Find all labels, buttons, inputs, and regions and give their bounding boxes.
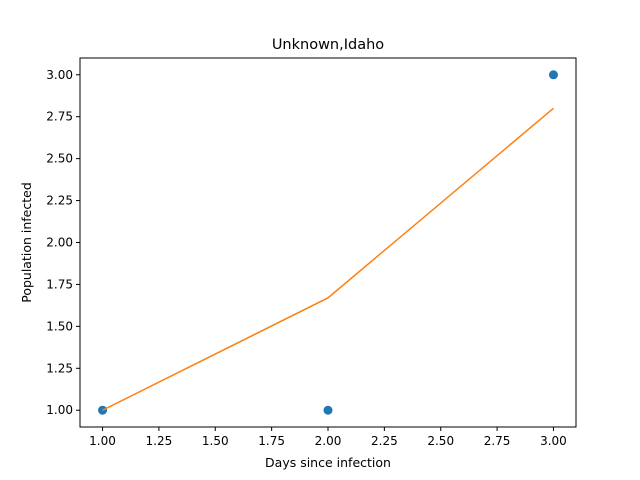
x-tick-label: 1.00 — [89, 434, 116, 448]
x-tick-label: 1.50 — [202, 434, 229, 448]
y-axis-label: Population infected — [19, 182, 34, 303]
x-axis-label: Days since infection — [265, 455, 391, 470]
x-tick-label: 2.75 — [484, 434, 511, 448]
y-tick-label: 3.00 — [46, 68, 73, 82]
x-tick-label: 2.25 — [371, 434, 398, 448]
y-tick-label: 1.25 — [46, 361, 73, 375]
x-tick-label: 3.00 — [540, 434, 567, 448]
x-tick-label: 1.25 — [146, 434, 173, 448]
x-tick-label: 2.00 — [315, 434, 342, 448]
series-layer — [98, 70, 558, 415]
data-point — [323, 405, 333, 415]
y-tick-label: 2.25 — [46, 194, 73, 208]
ticks: 1.00 1.25 1.50 1.75 2.00 2.25 2.50 2.75 3.00 1.00… — [46, 68, 567, 448]
y-tick-label: 1.00 — [46, 403, 73, 417]
y-tick-label: 2.50 — [46, 152, 73, 166]
y-tick-label: 1.75 — [46, 277, 73, 291]
x-tick-label: 2.50 — [427, 434, 454, 448]
chart-title: Unknown,Idaho — [272, 37, 384, 53]
y-tick-label: 2.00 — [46, 236, 73, 250]
y-tick-label: 1.50 — [46, 319, 73, 333]
plot-frame — [79, 57, 577, 428]
x-tick-label: 1.75 — [258, 434, 285, 448]
data-point — [548, 70, 558, 80]
fit-line — [102, 107, 554, 411]
y-tick-label: 2.75 — [46, 110, 73, 124]
